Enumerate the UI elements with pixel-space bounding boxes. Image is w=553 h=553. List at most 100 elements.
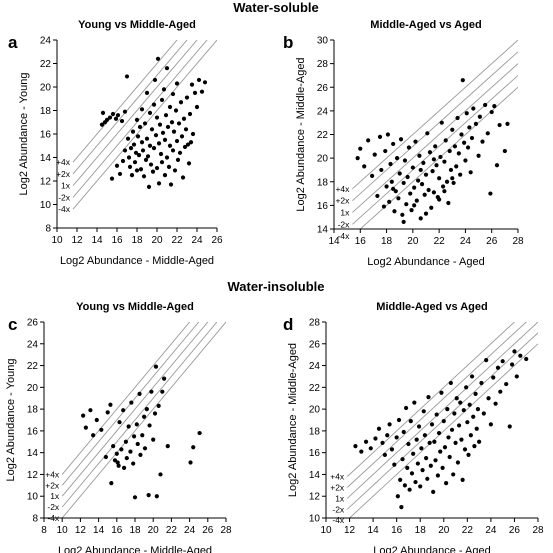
data-point [108,402,113,407]
data-point [185,142,191,147]
data-point [479,380,484,386]
data-point [438,154,443,160]
x-tick-label: 10 [57,525,69,536]
data-point [458,172,463,177]
data-point [466,452,471,457]
data-point [402,483,408,488]
data-point [392,209,397,214]
data-point [431,157,436,162]
data-point [117,171,123,177]
data-point [439,120,444,125]
data-point [167,104,173,110]
data-point [129,400,134,405]
data-point [168,182,174,187]
data-point [495,365,501,370]
data-point [400,212,405,217]
data-point [421,160,426,165]
data-point [450,127,455,132]
data-point [500,359,505,364]
x-tick-label: 10 [51,235,63,246]
data-point [476,153,481,158]
data-point [114,163,120,168]
x-tick-label: 24 [184,525,196,536]
data-point [186,161,192,166]
y-tick-label: 26 [317,83,329,94]
data-point [493,401,498,406]
data-point [178,100,184,105]
data-point [117,420,122,425]
data-point [459,437,464,442]
data-point [437,197,442,202]
data-point [362,164,367,169]
data-point [469,374,475,379]
y-tick-label: 10 [40,200,52,211]
y-tick-label: 18 [317,177,329,188]
data-point [162,137,168,142]
data-point [427,440,432,445]
fold-change-label: -2x [58,192,71,202]
data-point [398,137,404,142]
y-tick-label: 20 [317,154,329,165]
data-point [110,111,116,117]
data-point [192,90,198,95]
data-point [412,185,417,190]
data-point [524,356,529,362]
data-point [402,158,408,163]
data-point [409,471,415,476]
x-tick-label: 14 [93,525,105,536]
data-point [412,203,417,208]
fold-change-label: 1x [61,181,71,191]
data-point [458,400,463,405]
panel-letter: d [283,315,293,334]
data-point [512,349,517,354]
data-point [433,144,438,149]
data-point [137,391,142,396]
fold-change-label: -2x [47,502,60,512]
x-tick-label: 16 [111,525,123,536]
data-point [449,427,455,432]
x-tick-label: 12 [75,525,87,536]
data-point [134,422,139,427]
data-point [145,154,151,159]
fold-change-label: -4x [58,204,71,214]
data-point [410,165,415,170]
data-point [442,445,448,450]
data-point [391,141,396,147]
data-point [509,362,515,367]
y-tick-label: 26 [27,318,39,329]
data-point [131,461,136,466]
data-point [124,74,130,79]
data-point [454,396,459,401]
data-point [128,449,133,454]
data-point [380,440,385,445]
data-point [122,109,128,114]
data-point [514,374,519,379]
data-point [156,141,162,146]
data-point [422,192,427,197]
data-point [419,182,425,187]
data-point [437,176,442,181]
data-point [468,433,473,438]
data-point [427,150,433,155]
data-point [447,148,452,154]
data-point [442,159,447,164]
data-point [484,358,489,363]
data-point [385,433,390,438]
data-point [468,170,473,175]
data-point [119,447,124,452]
data-point [179,134,185,139]
data-point [176,121,182,126]
data-point [394,156,400,161]
x-tick-label: 14 [91,235,103,246]
reference-line [346,322,527,488]
chart-title: Middle-Aged vs Aged [370,19,481,31]
x-tick-label: 14 [368,525,380,536]
data-point [424,456,429,461]
data-point [412,400,417,405]
y-tick-label: 22 [40,59,52,70]
data-point [99,427,104,432]
fold-change-label: +2x [330,483,345,493]
data-point [135,441,140,447]
data-point [472,444,477,449]
x-tick-label: 28 [220,525,232,536]
